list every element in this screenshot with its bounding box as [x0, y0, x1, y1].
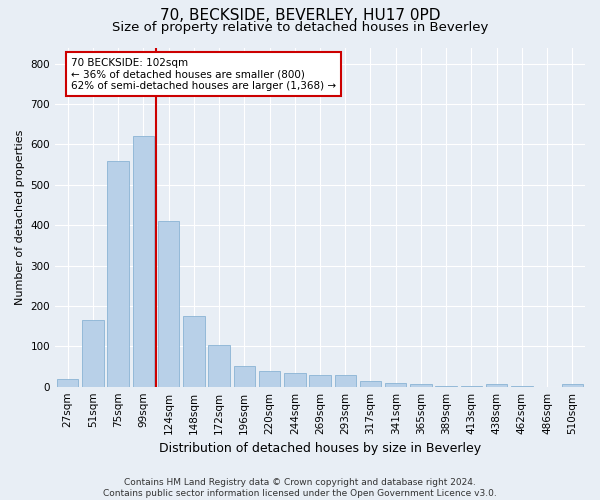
Bar — [486, 384, 508, 386]
Bar — [284, 372, 305, 386]
Bar — [107, 160, 129, 386]
Bar — [335, 376, 356, 386]
Bar — [208, 346, 230, 387]
Bar — [410, 384, 431, 386]
Bar — [309, 376, 331, 386]
Y-axis label: Number of detached properties: Number of detached properties — [15, 130, 25, 305]
Bar — [82, 320, 104, 386]
X-axis label: Distribution of detached houses by size in Beverley: Distribution of detached houses by size … — [159, 442, 481, 455]
Bar — [259, 370, 280, 386]
Text: Contains HM Land Registry data © Crown copyright and database right 2024.
Contai: Contains HM Land Registry data © Crown c… — [103, 478, 497, 498]
Text: Size of property relative to detached houses in Beverley: Size of property relative to detached ho… — [112, 21, 488, 34]
Bar — [158, 221, 179, 386]
Bar — [562, 384, 583, 386]
Bar — [133, 136, 154, 386]
Bar — [57, 380, 79, 386]
Bar — [360, 382, 381, 386]
Text: 70, BECKSIDE, BEVERLEY, HU17 0PD: 70, BECKSIDE, BEVERLEY, HU17 0PD — [160, 8, 440, 22]
Bar — [183, 316, 205, 386]
Bar — [385, 382, 406, 386]
Text: 70 BECKSIDE: 102sqm
← 36% of detached houses are smaller (800)
62% of semi-detac: 70 BECKSIDE: 102sqm ← 36% of detached ho… — [71, 58, 336, 91]
Bar — [233, 366, 255, 386]
